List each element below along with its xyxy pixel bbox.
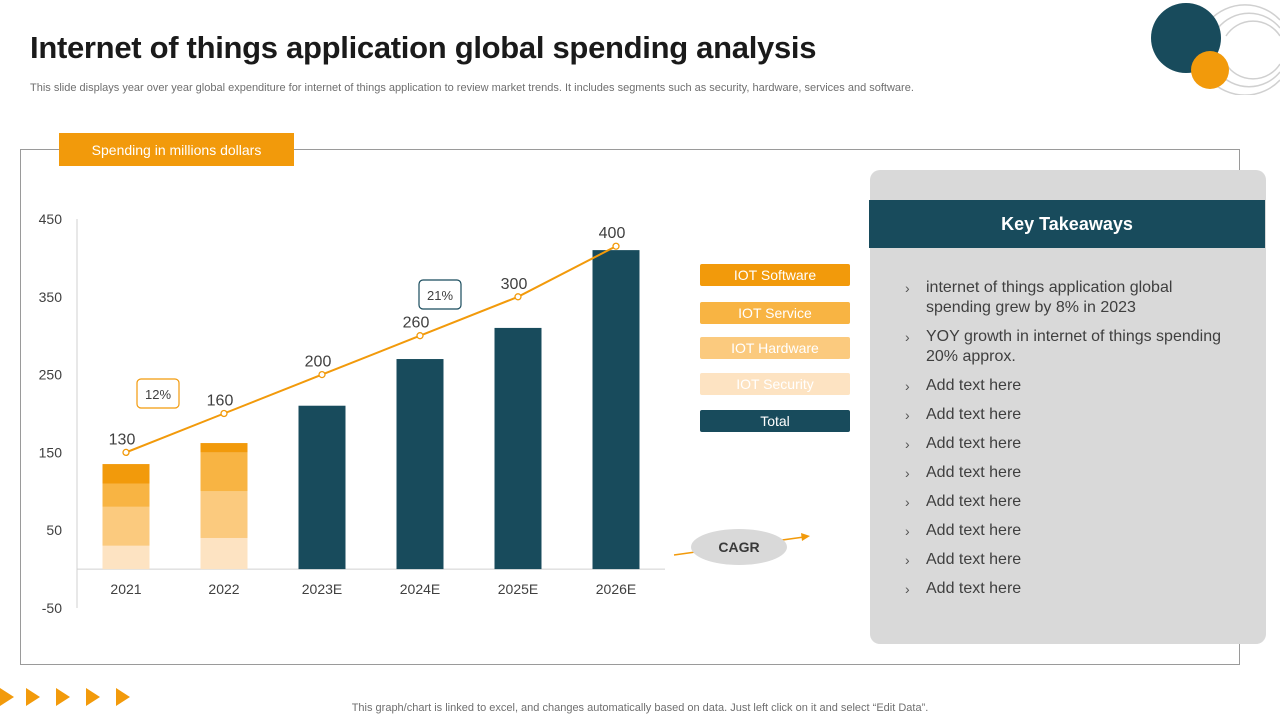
chevron-right-icon: ›	[905, 407, 910, 423]
takeaway-text: Add text here	[926, 464, 1022, 481]
chevron-right-icon: ›	[905, 523, 910, 539]
data-label: 300	[501, 276, 528, 293]
bar-iot-hardware	[200, 491, 248, 538]
bar-total	[494, 327, 542, 570]
takeaway-text: Add text here	[926, 377, 1022, 394]
takeaway-text: YOY growth in internet of things spendin…	[926, 328, 1221, 365]
takeaway-text: Add text here	[926, 435, 1022, 452]
decorative-arrows-icon	[0, 688, 130, 706]
y-tick-label: 50	[46, 522, 62, 538]
trend-point	[612, 242, 620, 250]
legend-label: Total	[760, 413, 790, 429]
legend-iot-hardware: IOT Hardware	[700, 337, 850, 359]
data-label: 400	[599, 225, 626, 242]
chevron-right-icon: ›	[905, 465, 910, 481]
legend-iot-software: IOT Software	[700, 264, 850, 286]
decorative-circles-graphic	[1151, 3, 1280, 95]
page-subtitle: This slide displays year over year globa…	[30, 82, 914, 94]
chevron-right-icon: ›	[905, 494, 910, 510]
bar-iot-hardware	[102, 506, 150, 546]
bar-total	[298, 405, 346, 570]
y-tick-label: 150	[39, 444, 63, 460]
trend-point	[514, 293, 522, 301]
takeaway-item: › Add text here	[905, 550, 1235, 570]
x-tick-label: 2025E	[498, 581, 538, 597]
key-takeaways-panel	[870, 170, 1266, 644]
bar-iot-software	[102, 464, 150, 484]
bar-total	[396, 359, 444, 570]
takeaway-item: › Add text here	[905, 521, 1235, 541]
takeaway-item: › Add text here	[905, 579, 1235, 599]
takeaway-item: › YOY growth in internet of things spendi…	[905, 327, 1235, 367]
chevron-right-icon: ›	[905, 378, 910, 394]
bar-iot-service	[200, 452, 248, 492]
chevron-right-icon: ›	[905, 329, 910, 345]
key-takeaways-list: › internet of things application global s…	[905, 278, 1235, 608]
x-tick-label: 2024E	[400, 581, 440, 597]
takeaway-text: Add text here	[926, 551, 1022, 568]
takeaway-text: Add text here	[926, 522, 1022, 539]
trend-point	[220, 409, 228, 418]
legend-label: IOT Security	[736, 376, 814, 392]
growth-annotation-label: 12%	[145, 387, 171, 402]
x-tick-label: 2023E	[302, 581, 342, 597]
data-label: 130	[109, 431, 136, 448]
bar-iot-software	[200, 443, 248, 453]
bar-iot-security	[200, 537, 248, 570]
chevron-right-icon: ›	[905, 552, 910, 568]
key-takeaways-title: Key Takeaways	[869, 200, 1265, 248]
bar-iot-security	[102, 545, 150, 570]
legend-iot-security: IOT Security	[700, 373, 850, 395]
y-tick-label: -50	[42, 600, 62, 616]
takeaway-item: › Add text here	[905, 376, 1235, 396]
takeaway-text: Add text here	[926, 580, 1022, 597]
spending-bar-chart: 450 350 250 150 50 -50 2021 2022 2023E 2024E 2025E…	[39, 211, 665, 616]
chevron-right-icon: ›	[905, 280, 910, 296]
legend-iot-service: IOT Service	[700, 302, 850, 324]
bar-iot-service	[102, 483, 150, 507]
x-tick-label: 2021	[110, 581, 141, 597]
takeaway-text: internet of things application global sp…	[926, 279, 1173, 316]
trend-point	[416, 332, 424, 340]
takeaway-text: Add text here	[926, 406, 1022, 423]
legend-label: IOT Service	[738, 305, 812, 321]
y-tick-label: 350	[39, 289, 63, 305]
y-tick-label: 250	[39, 367, 63, 383]
chevron-right-icon: ›	[905, 581, 910, 597]
takeaway-item: › Add text here	[905, 492, 1235, 512]
trend-line	[125, 245, 617, 454]
takeaway-text: Add text here	[926, 493, 1022, 510]
takeaway-item: › Add text here	[905, 434, 1235, 454]
footer-note: This graph/chart is linked to excel, and…	[351, 702, 929, 714]
legend-label: IOT Software	[733, 267, 817, 283]
data-label: 160	[207, 393, 234, 410]
growth-annotation-label: 21%	[427, 288, 453, 303]
growth-annotation-box	[136, 378, 180, 409]
x-tick-label: 2022	[208, 581, 239, 597]
page-title: Internet of things application global sp…	[30, 30, 817, 65]
trend-point	[318, 370, 326, 379]
data-label: 260	[403, 315, 430, 332]
legend-total: Total	[700, 410, 850, 432]
takeaway-item: › Add text here	[905, 405, 1235, 425]
spending-units-badge: Spending in millions dollars	[59, 133, 294, 166]
chevron-right-icon: ›	[905, 436, 910, 452]
takeaway-item: › internet of things application global s…	[905, 278, 1235, 318]
trend-point	[122, 448, 130, 457]
x-tick-label: 2026E	[596, 581, 636, 597]
data-label: 200	[305, 354, 332, 371]
y-tick-label: 450	[39, 211, 63, 227]
legend-label: IOT Hardware	[731, 340, 819, 356]
takeaway-item: › Add text here	[905, 463, 1235, 483]
cagr-bubble: CAGR	[691, 529, 787, 565]
bar-total	[592, 250, 640, 570]
growth-annotation-box	[418, 279, 462, 310]
